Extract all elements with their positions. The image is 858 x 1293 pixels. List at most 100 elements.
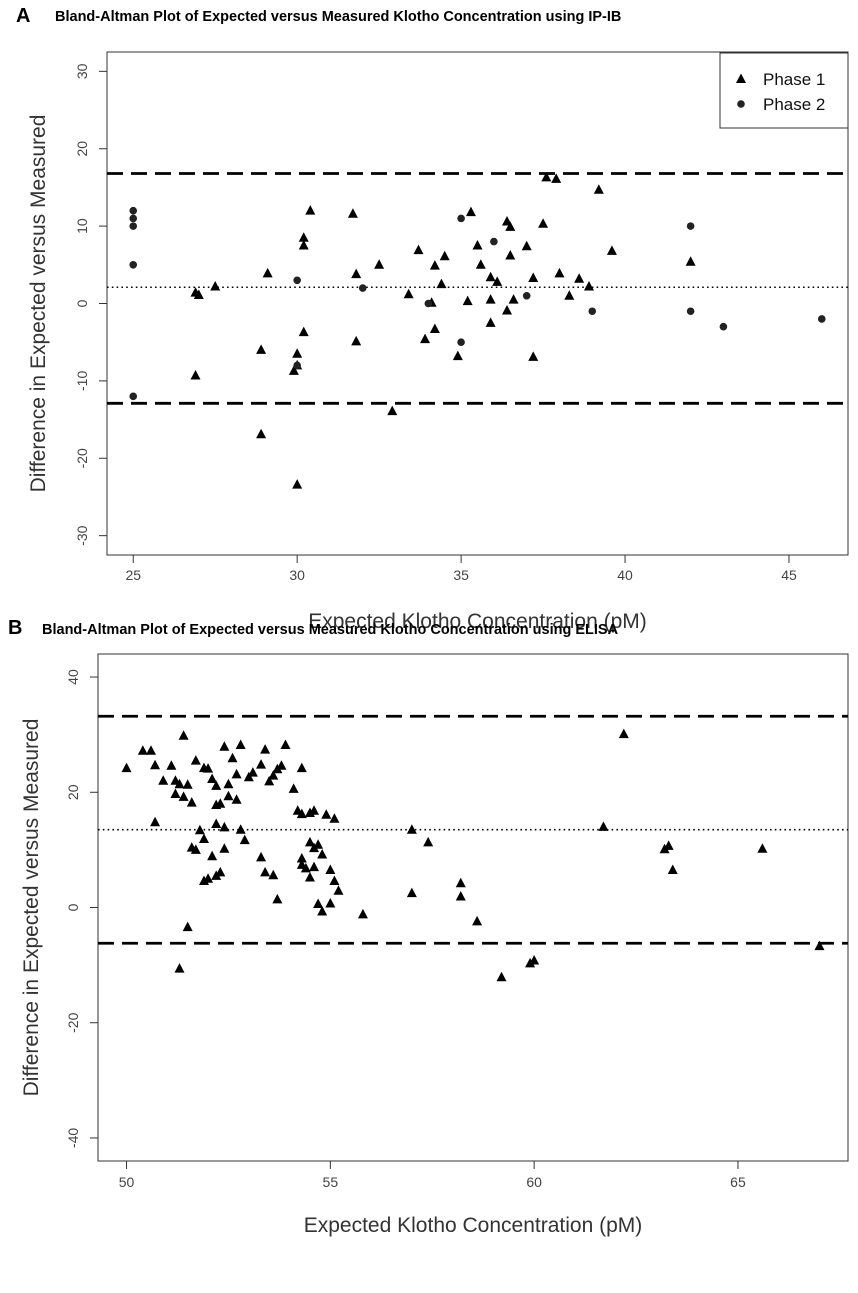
data-point-triangle xyxy=(190,755,201,765)
data-point-triangle xyxy=(186,797,197,807)
data-point-triangle xyxy=(292,479,303,489)
data-point-triangle xyxy=(357,908,368,919)
data-point-triangle xyxy=(529,955,540,965)
data-point-triangle xyxy=(452,350,463,361)
data-point-triangle xyxy=(256,759,267,769)
data-point-triangle xyxy=(158,775,169,785)
data-point-triangle xyxy=(211,780,222,790)
data-point-triangle xyxy=(231,768,242,779)
data-point-triangle xyxy=(174,963,185,973)
data-point-triangle xyxy=(170,788,181,799)
chart-panel-b: B Bland-Altman Plot of Expected versus Me… xyxy=(8,617,849,1237)
data-point-triangle xyxy=(465,206,476,217)
data-point-triangle xyxy=(313,898,324,909)
data-point-triangle xyxy=(492,276,503,286)
data-point-triangle xyxy=(528,272,539,282)
data-point-triangle xyxy=(814,940,825,951)
data-point-triangle xyxy=(528,351,539,361)
y-tick-label: 20 xyxy=(65,784,81,800)
data-point-triangle xyxy=(593,184,604,194)
data-point-triangle xyxy=(166,760,177,770)
data-point-circle xyxy=(686,307,695,316)
data-point-triangle xyxy=(272,893,283,904)
data-point-triangle xyxy=(260,744,271,754)
data-point-triangle xyxy=(260,866,271,877)
data-point-triangle xyxy=(296,762,307,773)
y-tick-label: -30 xyxy=(74,525,90,545)
data-point-triangle xyxy=(475,259,486,269)
data-point-triangle xyxy=(296,853,307,863)
data-point-triangle xyxy=(525,957,536,968)
data-point-triangle xyxy=(215,866,226,877)
data-point-triangle xyxy=(298,232,309,242)
x-axis-label: Expected Klotho Concentration (pM) xyxy=(304,1214,643,1237)
y-tick-label: 0 xyxy=(74,299,90,307)
data-point-triangle xyxy=(325,864,336,875)
data-point-circle xyxy=(457,338,465,346)
data-point-triangle xyxy=(429,323,440,334)
data-point-triangle xyxy=(190,369,201,380)
data-point-triangle xyxy=(472,239,483,250)
data-point-triangle xyxy=(298,326,309,337)
x-axis-label: Expected Klotho Concentration (pM) xyxy=(308,610,647,633)
data-point-triangle xyxy=(235,739,246,750)
data-point-triangle xyxy=(403,288,414,299)
data-point-triangle xyxy=(137,745,148,755)
data-point-circle xyxy=(358,284,367,292)
panel-letter: A xyxy=(16,5,30,27)
data-point-triangle xyxy=(564,290,575,300)
data-point-triangle xyxy=(288,783,299,793)
data-point-triangle xyxy=(210,280,221,291)
data-point-circle xyxy=(490,237,498,246)
legend: Phase 1 Phase 2 xyxy=(719,52,849,129)
legend-label: Phase 2 xyxy=(763,95,825,114)
data-point-triangle xyxy=(198,833,209,843)
data-point-triangle xyxy=(219,821,230,832)
x-tick-label: 50 xyxy=(119,1174,135,1190)
data-point-triangle xyxy=(207,773,218,784)
data-point-triangle xyxy=(239,834,250,845)
y-tick-label: -40 xyxy=(65,1128,81,1148)
data-point-triangle xyxy=(280,739,291,750)
data-point-triangle xyxy=(538,218,549,228)
data-point-triangle xyxy=(304,872,315,882)
data-point-triangle xyxy=(505,221,516,231)
data-point-triangle xyxy=(406,824,417,834)
data-point-circle xyxy=(129,222,138,230)
y-tick-label: 10 xyxy=(74,218,90,234)
data-point-circle xyxy=(129,261,138,269)
data-point-triangle xyxy=(351,335,362,346)
chart-title: Bland-Altman Plot of Expected versus Mea… xyxy=(42,622,619,638)
data-point-triangle xyxy=(296,808,307,819)
data-point-triangle xyxy=(583,280,594,291)
x-tick-label: 30 xyxy=(289,567,305,583)
data-point-triangle xyxy=(413,244,424,255)
data-point-triangle xyxy=(508,294,519,304)
data-point-triangle xyxy=(387,405,398,416)
y-axis-label: Difference in Expected versus Measured xyxy=(20,719,43,1097)
data-point-triangle xyxy=(521,240,532,251)
data-point-triangle xyxy=(227,752,238,763)
data-point-triangle xyxy=(321,809,332,819)
data-point-triangle xyxy=(215,798,226,808)
data-point-triangle xyxy=(182,779,193,789)
data-point-triangle xyxy=(351,268,362,279)
data-point-triangle xyxy=(256,428,267,439)
x-tick-label: 55 xyxy=(323,1174,339,1190)
data-point-circle xyxy=(719,322,728,331)
data-point-triangle xyxy=(663,840,674,850)
data-point-triangle xyxy=(309,805,320,815)
data-point-triangle xyxy=(150,816,161,827)
data-point-triangle xyxy=(288,365,299,375)
data-point-triangle xyxy=(423,836,434,847)
data-point-circle xyxy=(522,291,531,300)
x-tick-label: 25 xyxy=(125,567,141,583)
data-point-triangle xyxy=(193,289,204,299)
data-point-triangle xyxy=(317,906,328,916)
data-point-triangle xyxy=(598,821,609,831)
data-point-circle xyxy=(588,307,597,316)
data-point-triangle xyxy=(256,851,267,862)
data-point-triangle xyxy=(541,171,552,182)
chart-panel-a: A Bland-Altman Plot of Expected versus Me… xyxy=(16,5,849,633)
data-point-triangle xyxy=(211,818,222,828)
